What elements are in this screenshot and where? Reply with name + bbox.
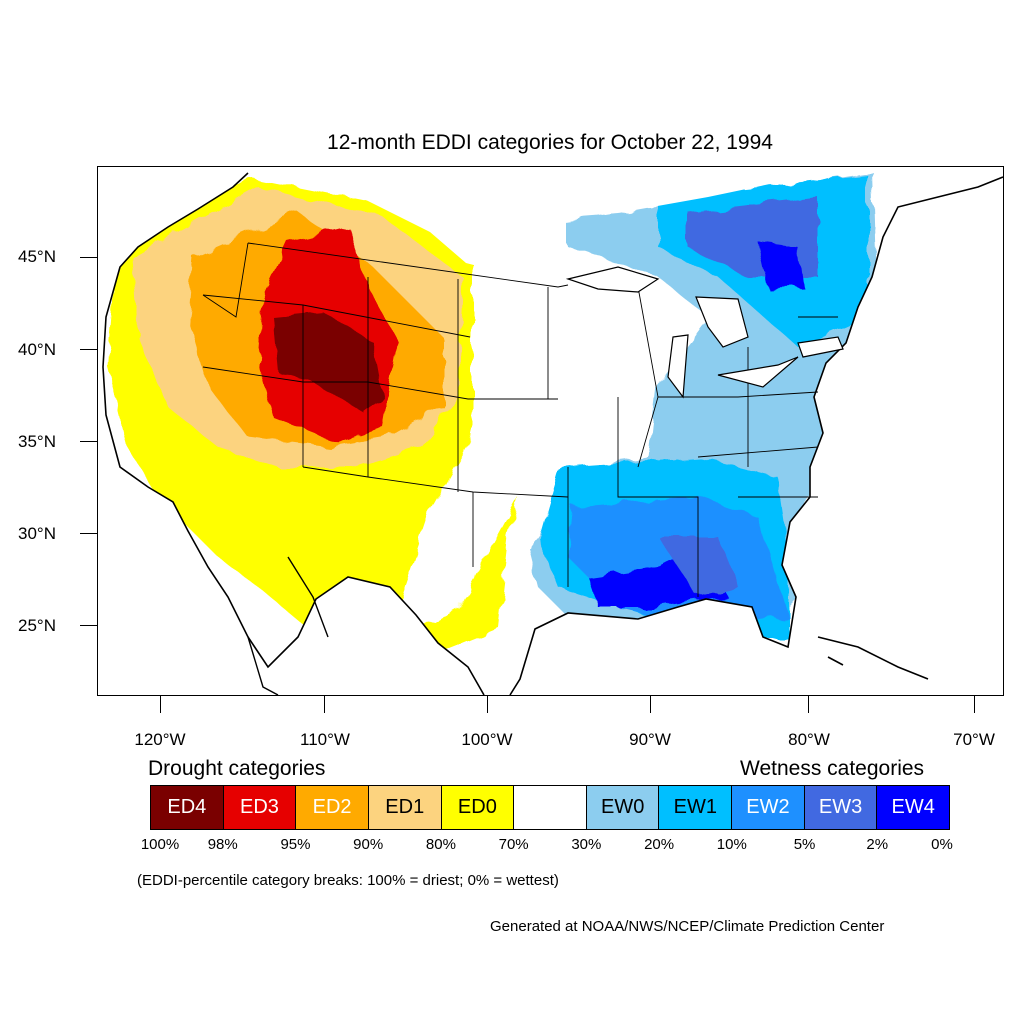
lat-label: 45°N (18, 247, 56, 266)
legend-swatch-ew4: EW4 (877, 786, 950, 829)
legend-swatch-ew2: EW2 (732, 786, 805, 829)
lat-label: 35°N (18, 432, 56, 451)
legend-break-label: 10% (716, 836, 747, 853)
near-normal-middle (473, 287, 658, 487)
legend-swatch-ed0: ED0 (441, 786, 515, 829)
ed0-region-south (388, 497, 518, 647)
lon-tick (808, 696, 809, 713)
baja-peninsula (247, 556, 329, 695)
credit-line: Generated at NOAA/NWS/NCEP/Climate Predi… (490, 918, 885, 935)
lat-tick (80, 257, 97, 258)
legend-break-label: 0% (931, 836, 953, 853)
lon-label: 100°W (461, 730, 513, 749)
lat-tick (80, 349, 97, 350)
ed4-region (273, 312, 383, 412)
legend-break-label: 70% (498, 836, 529, 853)
wetness-heading: Wetness categories (740, 757, 925, 780)
lon-label: 80°W (788, 730, 830, 749)
legend-break-label: 100% (140, 836, 180, 853)
legend-break-label: 95% (280, 836, 311, 853)
category-shading (108, 172, 878, 647)
legend-swatch-near-normal (514, 786, 587, 829)
legend-break-label: 98% (207, 836, 238, 853)
lat-tick (80, 533, 97, 534)
lon-label: 70°W (953, 730, 995, 749)
lon-tick (160, 696, 161, 713)
lon-tick (487, 696, 488, 713)
map-frame (97, 166, 1004, 696)
legend-swatch-ed1: ED1 (368, 786, 442, 829)
lon-tick (974, 696, 975, 713)
state-borders (202, 242, 838, 597)
category-note: (EDDI-percentile category breaks: 100% =… (137, 872, 559, 889)
legend-colorbar: ED4 ED3 ED2 ED1 ED0 EW0 EW1 EW2 EW3 EW4 (150, 785, 950, 830)
legend-break-label: 2% (866, 836, 889, 853)
lon-label: 90°W (629, 730, 671, 749)
lat-label: 30°N (18, 524, 56, 543)
legend-swatch-ew0: EW0 (586, 786, 660, 829)
great-lakes (565, 266, 844, 399)
legend-swatch-ed4: ED4 (151, 786, 224, 829)
legend-break-label: 20% (644, 836, 675, 853)
legend-swatch-ew1: EW1 (659, 786, 733, 829)
legend-swatch-ew3: EW3 (804, 786, 878, 829)
map-canvas (102, 172, 1003, 695)
lat-label: 25°N (18, 616, 56, 635)
lat-tick (80, 441, 97, 442)
lat-tick (80, 625, 97, 626)
map-title: 12-month EDDI categories for October 22,… (327, 131, 773, 154)
cuba (817, 636, 929, 680)
legend-swatch-ed3: ED3 (223, 786, 297, 829)
lon-label: 120°W (134, 730, 186, 749)
legend-break-label: 90% (353, 836, 384, 853)
gulf-coast (509, 176, 1003, 695)
lat-label: 40°N (18, 340, 56, 359)
legend-break-label: 5% (793, 836, 816, 853)
lon-tick (650, 696, 651, 713)
legend-break-label: 80% (425, 836, 456, 853)
drought-heading: Drought categories (148, 757, 326, 780)
legend-swatch-ed2: ED2 (296, 786, 369, 829)
ew4-region (758, 242, 803, 289)
legend-break-label: 30% (571, 836, 602, 853)
lon-tick (324, 696, 325, 713)
coastline (102, 172, 485, 695)
lon-label: 110°W (300, 730, 350, 749)
